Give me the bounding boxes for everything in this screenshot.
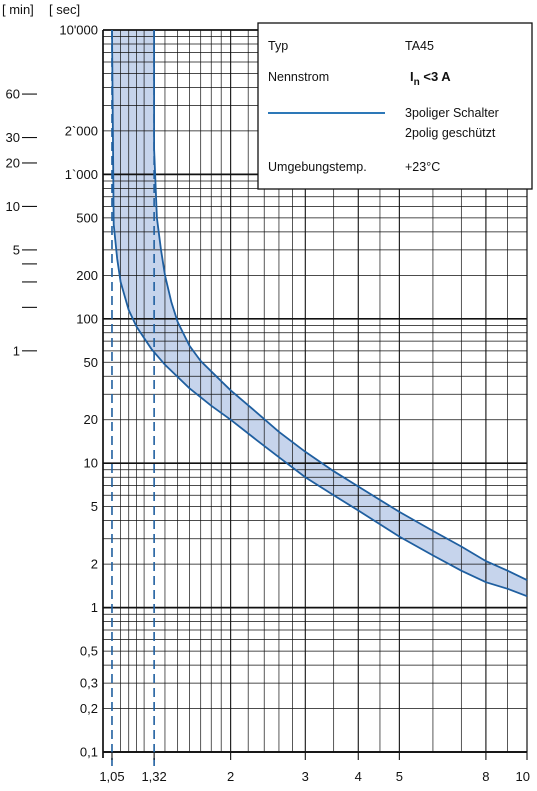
legend-temp-value: +23°C — [405, 160, 440, 174]
y-tick-label-sec: 1 — [91, 600, 98, 615]
legend-box: Typ TA45 Nennstrom In <3 A 3poliger Scha… — [257, 22, 533, 190]
y-tick-label-sec: 50 — [84, 355, 98, 370]
y-tick-label-min: 10 — [6, 199, 20, 214]
y-tick-label-min: 5 — [13, 242, 20, 257]
legend-series-line2: 2polig geschützt — [405, 126, 496, 140]
y-tick-label-sec: 2`000 — [65, 123, 98, 138]
axis-layer: 10'000 2`000 1`000 500 200 100 50 20 10 5 2 1 0,5 0,3… — [6, 23, 530, 785]
y-tick-label-min: 1 — [13, 343, 20, 358]
y-tick-label-sec: 5 — [91, 499, 98, 514]
legend-nennstrom-value: In <3 A — [410, 69, 451, 88]
legend-series-line1: 3poliger Schalter — [405, 106, 499, 120]
x-tick-label: 4 — [355, 769, 362, 784]
y-tick-label-sec: 10 — [84, 456, 98, 471]
x-tick-label: 1,05 — [99, 769, 124, 784]
y-tick-label-sec: 0,5 — [80, 644, 98, 659]
y-tick-label-sec: 200 — [76, 268, 98, 283]
x-tick-label: 1,32 — [141, 769, 166, 784]
x-tick-label: 3 — [302, 769, 309, 784]
x-tick-label: 10 — [516, 769, 530, 784]
y-tick-label-min: 30 — [6, 130, 20, 145]
x-tick-label: 2 — [227, 769, 234, 784]
lower-trip-curve — [111, 29, 528, 598]
legend-nennstrom-sub: n — [414, 77, 420, 88]
y-tick-label-sec: 2 — [91, 557, 98, 572]
curve-layer — [111, 29, 528, 766]
y-tick-label-sec: 20 — [84, 412, 98, 427]
legend-temp-label: Umgebungstemp. — [268, 160, 367, 174]
y-tick-label-sec: 0,2 — [80, 701, 98, 716]
legend-typ-value: TA45 — [405, 39, 434, 53]
y-tick-label-min: 60 — [6, 87, 20, 102]
header-min-label: [ min] — [2, 2, 34, 17]
y-tick-label-sec: 1`000 — [65, 167, 98, 182]
y-tick-label-sec: 0,3 — [80, 676, 98, 691]
legend-frame — [257, 22, 533, 190]
header-sec-label: [ sec] — [49, 2, 80, 17]
upper-trip-curve — [153, 30, 528, 581]
y-tick-label-min: 20 — [6, 155, 20, 170]
y-tick-label-sec: 0,1 — [80, 745, 98, 760]
y-tick-label-sec: 500 — [76, 210, 98, 225]
legend-nennstrom-label: Nennstrom — [268, 70, 329, 84]
legend-typ-label: Typ — [268, 39, 288, 53]
x-tick-label: 5 — [396, 769, 403, 784]
legend-nennstrom-prefix: I — [410, 69, 414, 84]
legend-nennstrom-suffix: <3 A — [420, 69, 452, 84]
y-tick-label-sec: 10'000 — [59, 23, 98, 38]
x-tick-label: 8 — [482, 769, 489, 784]
y-tick-label-sec: 100 — [76, 311, 98, 326]
